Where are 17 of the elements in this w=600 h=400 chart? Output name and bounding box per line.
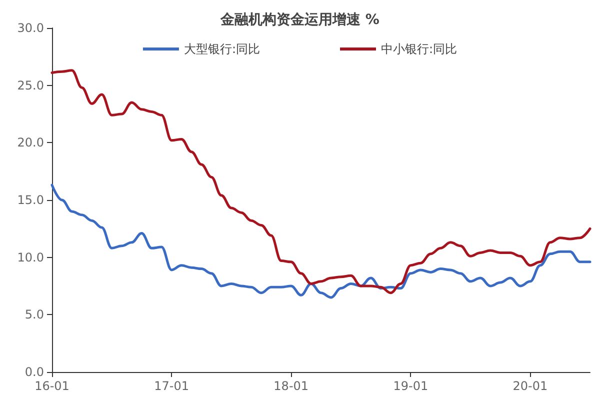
y-tick-label: 30.0: [17, 21, 44, 35]
x-tick-label: 20-01: [512, 379, 548, 393]
y-tick-label: 20.0: [17, 136, 44, 150]
line-series: [50, 184, 592, 299]
chart-title: 金融机构资金运用增速 %: [220, 12, 380, 28]
y-tick-label: 0.0: [24, 365, 44, 379]
legend-label: 中小银行:同比: [381, 42, 458, 56]
y-tick-label: 25.0: [17, 78, 44, 92]
y-tick-label: 15.0: [17, 193, 44, 207]
line-series: [50, 69, 592, 294]
y-tick-label: 10.0: [17, 250, 44, 264]
x-tick-label: 19-01: [393, 379, 428, 393]
x-tick-label: 17-01: [154, 379, 189, 393]
x-tick-label: 18-01: [274, 379, 309, 393]
x-tick-label: 16-01: [34, 379, 70, 393]
y-tick-label: 5.0: [24, 308, 44, 322]
legend-label: 大型银行:同比: [184, 42, 260, 56]
